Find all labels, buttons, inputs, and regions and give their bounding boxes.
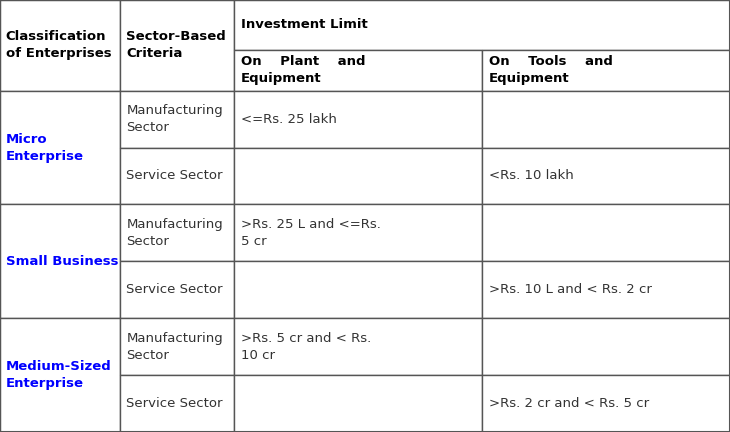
Text: >Rs. 5 cr and < Rs.
10 cr: >Rs. 5 cr and < Rs. 10 cr (241, 332, 371, 362)
Text: >Rs. 25 L and <=Rs.
5 cr: >Rs. 25 L and <=Rs. 5 cr (241, 218, 381, 248)
Bar (120, 147, 234, 204)
Bar (234, 318, 482, 375)
Bar (234, 147, 482, 204)
Bar (234, 204, 482, 261)
Text: Service Sector: Service Sector (126, 169, 223, 182)
Bar (0, 204, 120, 318)
Text: >Rs. 2 cr and < Rs. 5 cr: >Rs. 2 cr and < Rs. 5 cr (489, 397, 649, 410)
Text: Medium-Sized
Enterprise: Medium-Sized Enterprise (6, 360, 112, 390)
Text: Micro
Enterprise: Micro Enterprise (6, 133, 84, 162)
Bar (120, 91, 234, 147)
Text: Manufacturing
Sector: Manufacturing Sector (126, 332, 223, 362)
Bar (482, 91, 730, 147)
Text: <=Rs. 25 lakh: <=Rs. 25 lakh (241, 113, 337, 126)
Bar (482, 50, 730, 91)
Text: Manufacturing
Sector: Manufacturing Sector (126, 104, 223, 134)
Bar (0, 91, 120, 204)
Text: Service Sector: Service Sector (126, 397, 223, 410)
Text: Investment Limit: Investment Limit (241, 18, 368, 31)
Bar (120, 0, 234, 91)
Bar (0, 0, 120, 91)
Text: On    Plant    and
Equipment: On Plant and Equipment (241, 55, 366, 85)
Text: On    Tools    and
Equipment: On Tools and Equipment (489, 55, 613, 85)
Bar (234, 50, 482, 91)
Text: Service Sector: Service Sector (126, 283, 223, 296)
Bar (482, 147, 730, 204)
Text: Manufacturing
Sector: Manufacturing Sector (126, 218, 223, 248)
Bar (234, 0, 730, 50)
Bar (234, 261, 482, 318)
Bar (234, 91, 482, 147)
Text: Sector-Based
Criteria: Sector-Based Criteria (126, 30, 226, 60)
Text: >Rs. 10 L and < Rs. 2 cr: >Rs. 10 L and < Rs. 2 cr (489, 283, 652, 296)
Bar (0, 318, 120, 432)
Bar (120, 318, 234, 375)
Bar (482, 318, 730, 375)
Text: <Rs. 10 lakh: <Rs. 10 lakh (489, 169, 574, 182)
Bar (120, 375, 234, 432)
Bar (482, 204, 730, 261)
Bar (234, 375, 482, 432)
Bar (482, 261, 730, 318)
Bar (120, 261, 234, 318)
Text: Classification
of Enterprises: Classification of Enterprises (6, 30, 112, 60)
Bar (482, 375, 730, 432)
Text: Small Business: Small Business (6, 255, 118, 268)
Bar (120, 204, 234, 261)
